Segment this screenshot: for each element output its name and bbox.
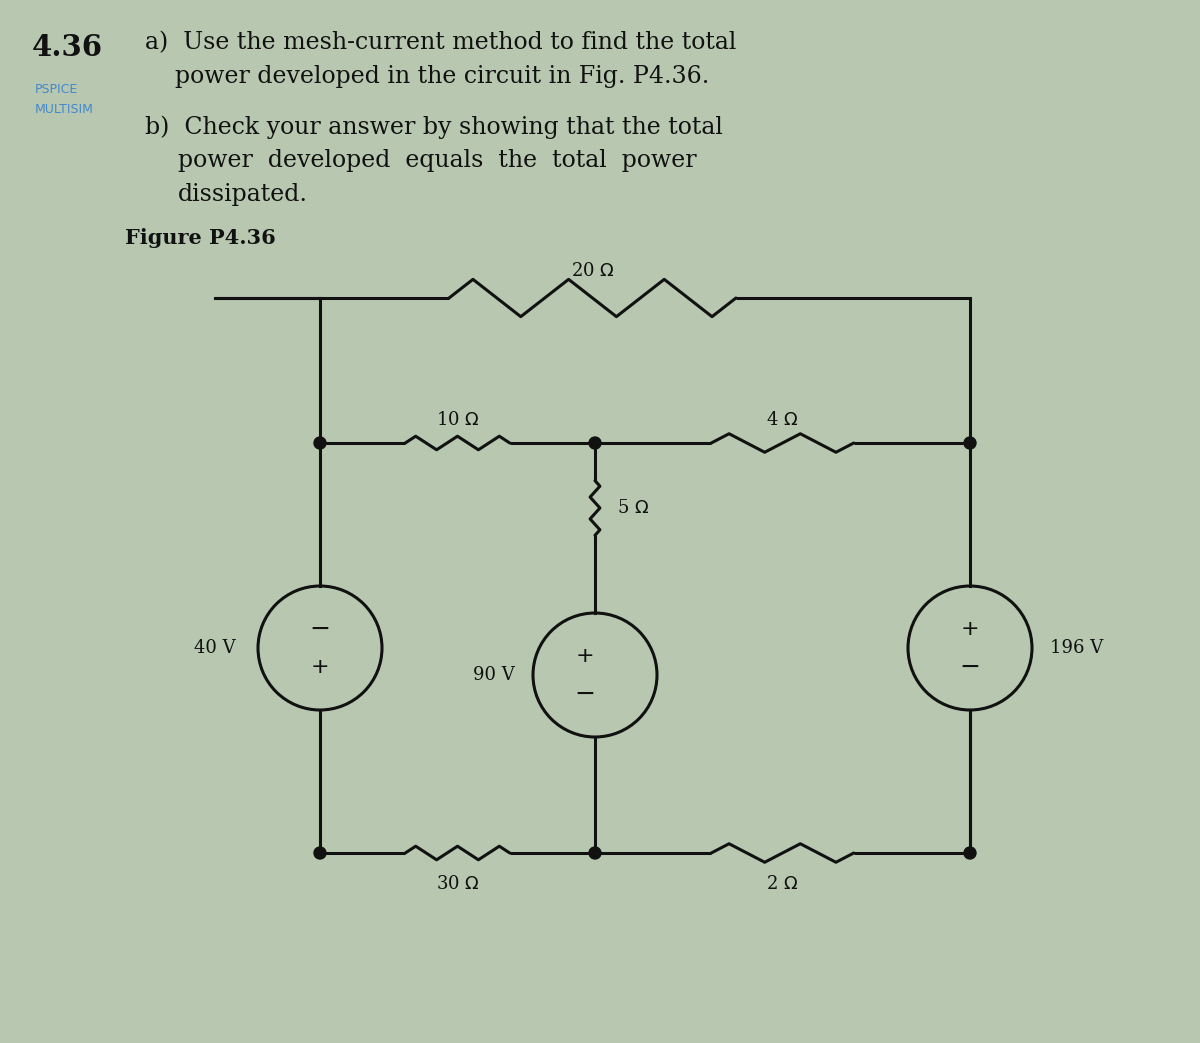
Text: +: + xyxy=(576,647,594,666)
Text: −: − xyxy=(960,655,980,679)
Text: power developed in the circuit in Fig. P4.36.: power developed in the circuit in Fig. P… xyxy=(175,65,709,88)
Text: a)  Use the mesh-current method to find the total: a) Use the mesh-current method to find t… xyxy=(145,31,737,54)
Text: dissipated.: dissipated. xyxy=(178,183,308,207)
Circle shape xyxy=(589,437,601,448)
Text: 10 $\Omega$: 10 $\Omega$ xyxy=(436,411,479,429)
Text: Figure P4.36: Figure P4.36 xyxy=(125,228,276,248)
Text: 5 $\Omega$: 5 $\Omega$ xyxy=(617,499,649,517)
Text: +: + xyxy=(311,657,329,677)
Text: power  developed  equals  the  total  power: power developed equals the total power xyxy=(178,149,697,172)
Circle shape xyxy=(964,847,976,859)
Text: 196 V: 196 V xyxy=(1050,639,1103,657)
Text: −: − xyxy=(575,681,595,706)
Circle shape xyxy=(314,437,326,448)
Text: 40 V: 40 V xyxy=(194,639,236,657)
Text: b)  Check your answer by showing that the total: b) Check your answer by showing that the… xyxy=(145,115,722,139)
Text: PSPICE: PSPICE xyxy=(35,83,78,96)
Text: −: − xyxy=(310,617,330,641)
Text: 4 $\Omega$: 4 $\Omega$ xyxy=(767,411,798,429)
Text: +: + xyxy=(961,620,979,639)
Text: 90 V: 90 V xyxy=(473,666,515,684)
Text: 20 $\Omega$: 20 $\Omega$ xyxy=(571,262,614,280)
Circle shape xyxy=(314,847,326,859)
Text: MULTISIM: MULTISIM xyxy=(35,103,94,116)
Text: 2 $\Omega$: 2 $\Omega$ xyxy=(767,875,798,893)
Text: 30 $\Omega$: 30 $\Omega$ xyxy=(436,875,479,893)
Circle shape xyxy=(964,437,976,448)
Text: 4.36: 4.36 xyxy=(32,33,103,62)
Circle shape xyxy=(589,847,601,859)
